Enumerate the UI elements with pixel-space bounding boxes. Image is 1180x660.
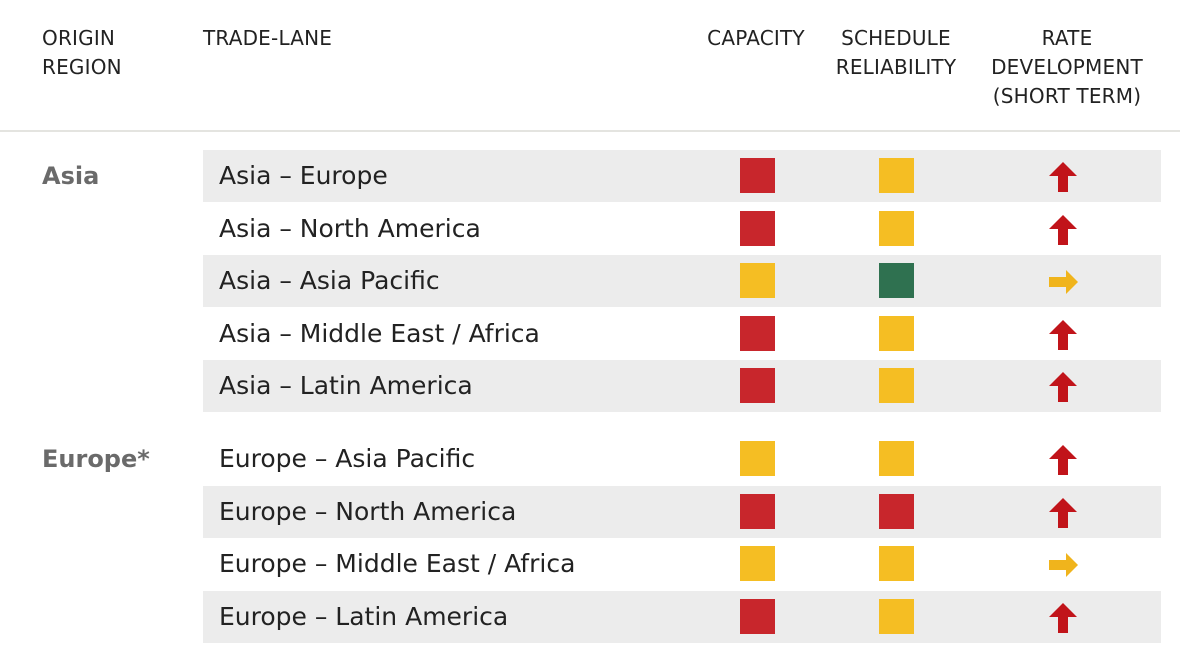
table-row: Europe – Asia Pacific — [203, 433, 1161, 485]
trade-lane-name: Asia – North America — [219, 214, 481, 243]
schedule-reliability-amber-square — [879, 316, 914, 351]
table-row: Europe – Latin America — [203, 591, 1161, 643]
trade-lane-name: Asia – Latin America — [219, 371, 473, 400]
column-header-origin-region: ORIGIN REGION — [42, 26, 122, 79]
trade-lane-name: Asia – Asia Pacific — [219, 266, 440, 295]
trade-lane-name: Europe – Middle East / Africa — [219, 549, 576, 578]
capacity-red-square — [740, 211, 775, 246]
table-row: Europe – North America — [203, 486, 1161, 538]
schedule-reliability-red-square — [879, 494, 914, 529]
capacity-red-square — [740, 316, 775, 351]
column-header-trade-lane: TRADE-LANE — [203, 26, 333, 50]
column-header-rate-development: RATE DEVELOPMENT (SHORT TERM) — [991, 26, 1143, 108]
trade-lane-name: Asia – Europe — [219, 161, 388, 190]
capacity-red-square — [740, 158, 775, 193]
schedule-reliability-amber-square — [879, 158, 914, 193]
region-label: Asia — [42, 162, 100, 190]
schedule-reliability-amber-square — [879, 368, 914, 403]
schedule-reliability-amber-square — [879, 546, 914, 581]
column-header-capacity: CAPACITY — [707, 26, 805, 50]
arrow-up-icon — [1046, 443, 1080, 477]
schedule-reliability-amber-square — [879, 441, 914, 476]
schedule-reliability-amber-square — [879, 211, 914, 246]
arrow-right-icon — [1046, 265, 1080, 299]
table-row: Asia – Latin America — [203, 360, 1161, 412]
capacity-amber-square — [740, 441, 775, 476]
trade-lane-name: Europe – North America — [219, 497, 517, 526]
capacity-amber-square — [740, 546, 775, 581]
arrow-right-icon — [1046, 548, 1080, 582]
arrow-up-icon — [1046, 496, 1080, 530]
capacity-red-square — [740, 494, 775, 529]
arrow-up-icon — [1046, 370, 1080, 404]
capacity-red-square — [740, 599, 775, 634]
arrow-up-icon — [1046, 160, 1080, 194]
capacity-amber-square — [740, 263, 775, 298]
arrow-up-icon — [1046, 318, 1080, 352]
arrow-up-icon — [1046, 601, 1080, 635]
table-row: Asia – Middle East / Africa — [203, 308, 1161, 360]
capacity-red-square — [740, 368, 775, 403]
header-divider — [0, 130, 1180, 132]
table-row: Asia – North America — [203, 203, 1161, 255]
column-header-schedule-reliability: SCHEDULE RELIABILITY — [835, 26, 957, 79]
table-row: Asia – Asia Pacific — [203, 255, 1161, 307]
table-row: Europe – Middle East / Africa — [203, 538, 1161, 590]
trade-lane-name: Europe – Asia Pacific — [219, 444, 476, 473]
table-row: Asia – Europe — [203, 150, 1161, 202]
trade-lane-name: Asia – Middle East / Africa — [219, 319, 540, 348]
region-label: Europe* — [42, 445, 150, 473]
trade-lane-name: Europe – Latin America — [219, 602, 509, 631]
schedule-reliability-amber-square — [879, 599, 914, 634]
arrow-up-icon — [1046, 213, 1080, 247]
schedule-reliability-green-square — [879, 263, 914, 298]
